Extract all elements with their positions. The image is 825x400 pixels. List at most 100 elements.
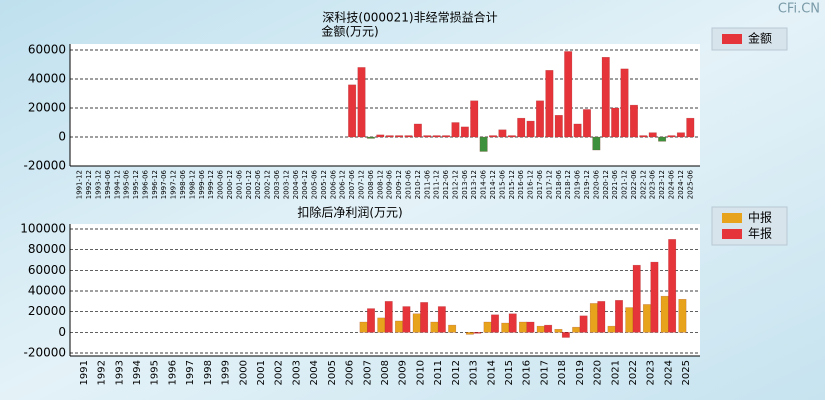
bar bbox=[359, 321, 368, 333]
x-tick-label: 1994-06 bbox=[104, 169, 112, 199]
x-tick-label: 2003 bbox=[291, 360, 302, 385]
x-tick-label: 1998 bbox=[203, 360, 214, 385]
bar bbox=[498, 129, 507, 138]
x-tick-label: 2016 bbox=[522, 360, 533, 385]
bar bbox=[437, 306, 446, 333]
y-tick-label: -20000 bbox=[23, 159, 66, 173]
bar bbox=[385, 135, 394, 138]
x-tick-label: 2015-06 bbox=[498, 169, 506, 199]
x-tick-label: 2006-06 bbox=[329, 169, 337, 199]
bar bbox=[650, 261, 659, 333]
bar bbox=[377, 317, 386, 333]
bar bbox=[615, 300, 623, 333]
x-tick-label: 2021-12 bbox=[621, 170, 629, 199]
x-tick-label: 2022-06 bbox=[630, 169, 638, 199]
x-tick-label: 1999-12 bbox=[207, 170, 215, 199]
legend-label: 金额 bbox=[748, 31, 772, 46]
bar bbox=[611, 107, 620, 138]
bar bbox=[526, 321, 535, 333]
x-tick-label: 2005-06 bbox=[311, 169, 319, 199]
y-tick-label: 60000 bbox=[28, 263, 66, 277]
plot-area bbox=[70, 224, 700, 356]
bar bbox=[667, 135, 676, 138]
x-tick-label: 2010 bbox=[415, 360, 426, 385]
x-tick-label: 1993-12 bbox=[94, 170, 102, 199]
x-tick-label: 2012 bbox=[451, 360, 462, 385]
x-tick-label: 2025 bbox=[681, 360, 692, 385]
y-tick-label: 20000 bbox=[28, 101, 66, 115]
legend-swatch bbox=[722, 229, 742, 239]
x-tick-label: 2018 bbox=[557, 360, 568, 385]
y-tick-label: 80000 bbox=[28, 242, 66, 256]
x-tick-label: 2009-12 bbox=[395, 170, 403, 199]
x-tick-label: 1997-12 bbox=[170, 170, 178, 199]
legend-swatch bbox=[722, 213, 742, 223]
bar bbox=[491, 314, 499, 333]
bar bbox=[629, 104, 638, 138]
bar bbox=[554, 328, 563, 333]
x-tick-label: 2002 bbox=[274, 360, 285, 385]
x-tick-label: 1997 bbox=[185, 360, 196, 385]
bar bbox=[442, 135, 451, 138]
bar bbox=[676, 132, 685, 138]
x-tick-label: 2024 bbox=[663, 360, 674, 385]
x-tick-label: 2000 bbox=[238, 360, 249, 385]
x-tick-label: 2008-12 bbox=[376, 170, 384, 199]
bar bbox=[384, 301, 393, 333]
bar bbox=[668, 239, 677, 333]
x-tick-label: 2023 bbox=[646, 360, 657, 385]
bar bbox=[501, 322, 510, 333]
x-tick-label: 2001 bbox=[256, 360, 267, 385]
bar bbox=[573, 123, 582, 138]
x-tick-label: 1999-06 bbox=[198, 169, 206, 199]
x-tick-label: 2011 bbox=[433, 360, 444, 385]
x-tick-label: 2006 bbox=[345, 360, 356, 385]
bar bbox=[402, 306, 411, 333]
bar bbox=[412, 313, 421, 333]
bar bbox=[404, 135, 413, 138]
x-tick-label: 2008-06 bbox=[367, 169, 375, 199]
x-tick-label: 2021 bbox=[610, 360, 621, 385]
bar bbox=[561, 332, 570, 338]
bar bbox=[658, 136, 667, 142]
x-tick-label: 2005 bbox=[327, 360, 338, 385]
bar bbox=[639, 135, 648, 138]
x-tick-label: 2010-12 bbox=[414, 170, 422, 199]
x-tick-label: 2013-06 bbox=[461, 169, 469, 199]
x-tick-label: 1996-06 bbox=[141, 169, 149, 199]
x-tick-label: 1991 bbox=[79, 360, 90, 385]
x-tick-label: 2013 bbox=[469, 360, 480, 385]
x-tick-label: 2000-06 bbox=[217, 169, 225, 199]
bar bbox=[395, 135, 404, 138]
x-tick-label: 2001-06 bbox=[235, 169, 243, 199]
x-tick-label: 2003-12 bbox=[282, 170, 290, 199]
bar bbox=[632, 264, 641, 333]
x-tick-label: 2005-12 bbox=[320, 170, 328, 199]
x-tick-label: 2011-12 bbox=[433, 170, 441, 199]
y-tick-label: 40000 bbox=[28, 72, 66, 86]
x-tick-label: 2016-12 bbox=[527, 170, 535, 199]
x-tick-label: 2015-12 bbox=[508, 170, 516, 199]
x-tick-label: 2009 bbox=[398, 360, 409, 385]
x-tick-label: 2024-06 bbox=[668, 169, 676, 199]
x-tick-label: 2019-06 bbox=[574, 169, 582, 199]
bar bbox=[479, 136, 488, 152]
bar bbox=[367, 308, 375, 333]
y-tick-label: 0 bbox=[58, 130, 66, 144]
x-tick-label: 2020-12 bbox=[602, 170, 610, 199]
bar bbox=[465, 332, 474, 335]
x-tick-label: 2015 bbox=[504, 360, 515, 385]
bar bbox=[460, 126, 469, 138]
x-tick-label: 2001-12 bbox=[245, 170, 253, 199]
y-tick-label: 20000 bbox=[28, 304, 66, 318]
bar bbox=[451, 122, 460, 138]
legend-swatch bbox=[722, 34, 742, 44]
x-tick-label: 2024-12 bbox=[677, 170, 685, 199]
y-tick-label: 60000 bbox=[28, 43, 66, 57]
bar bbox=[589, 303, 598, 333]
legend-label: 年报 bbox=[748, 226, 772, 241]
x-tick-label: 1991-12 bbox=[76, 170, 84, 199]
x-tick-label: 2013-12 bbox=[470, 170, 478, 199]
bar bbox=[625, 307, 634, 333]
legend-label: 中报 bbox=[748, 210, 772, 225]
